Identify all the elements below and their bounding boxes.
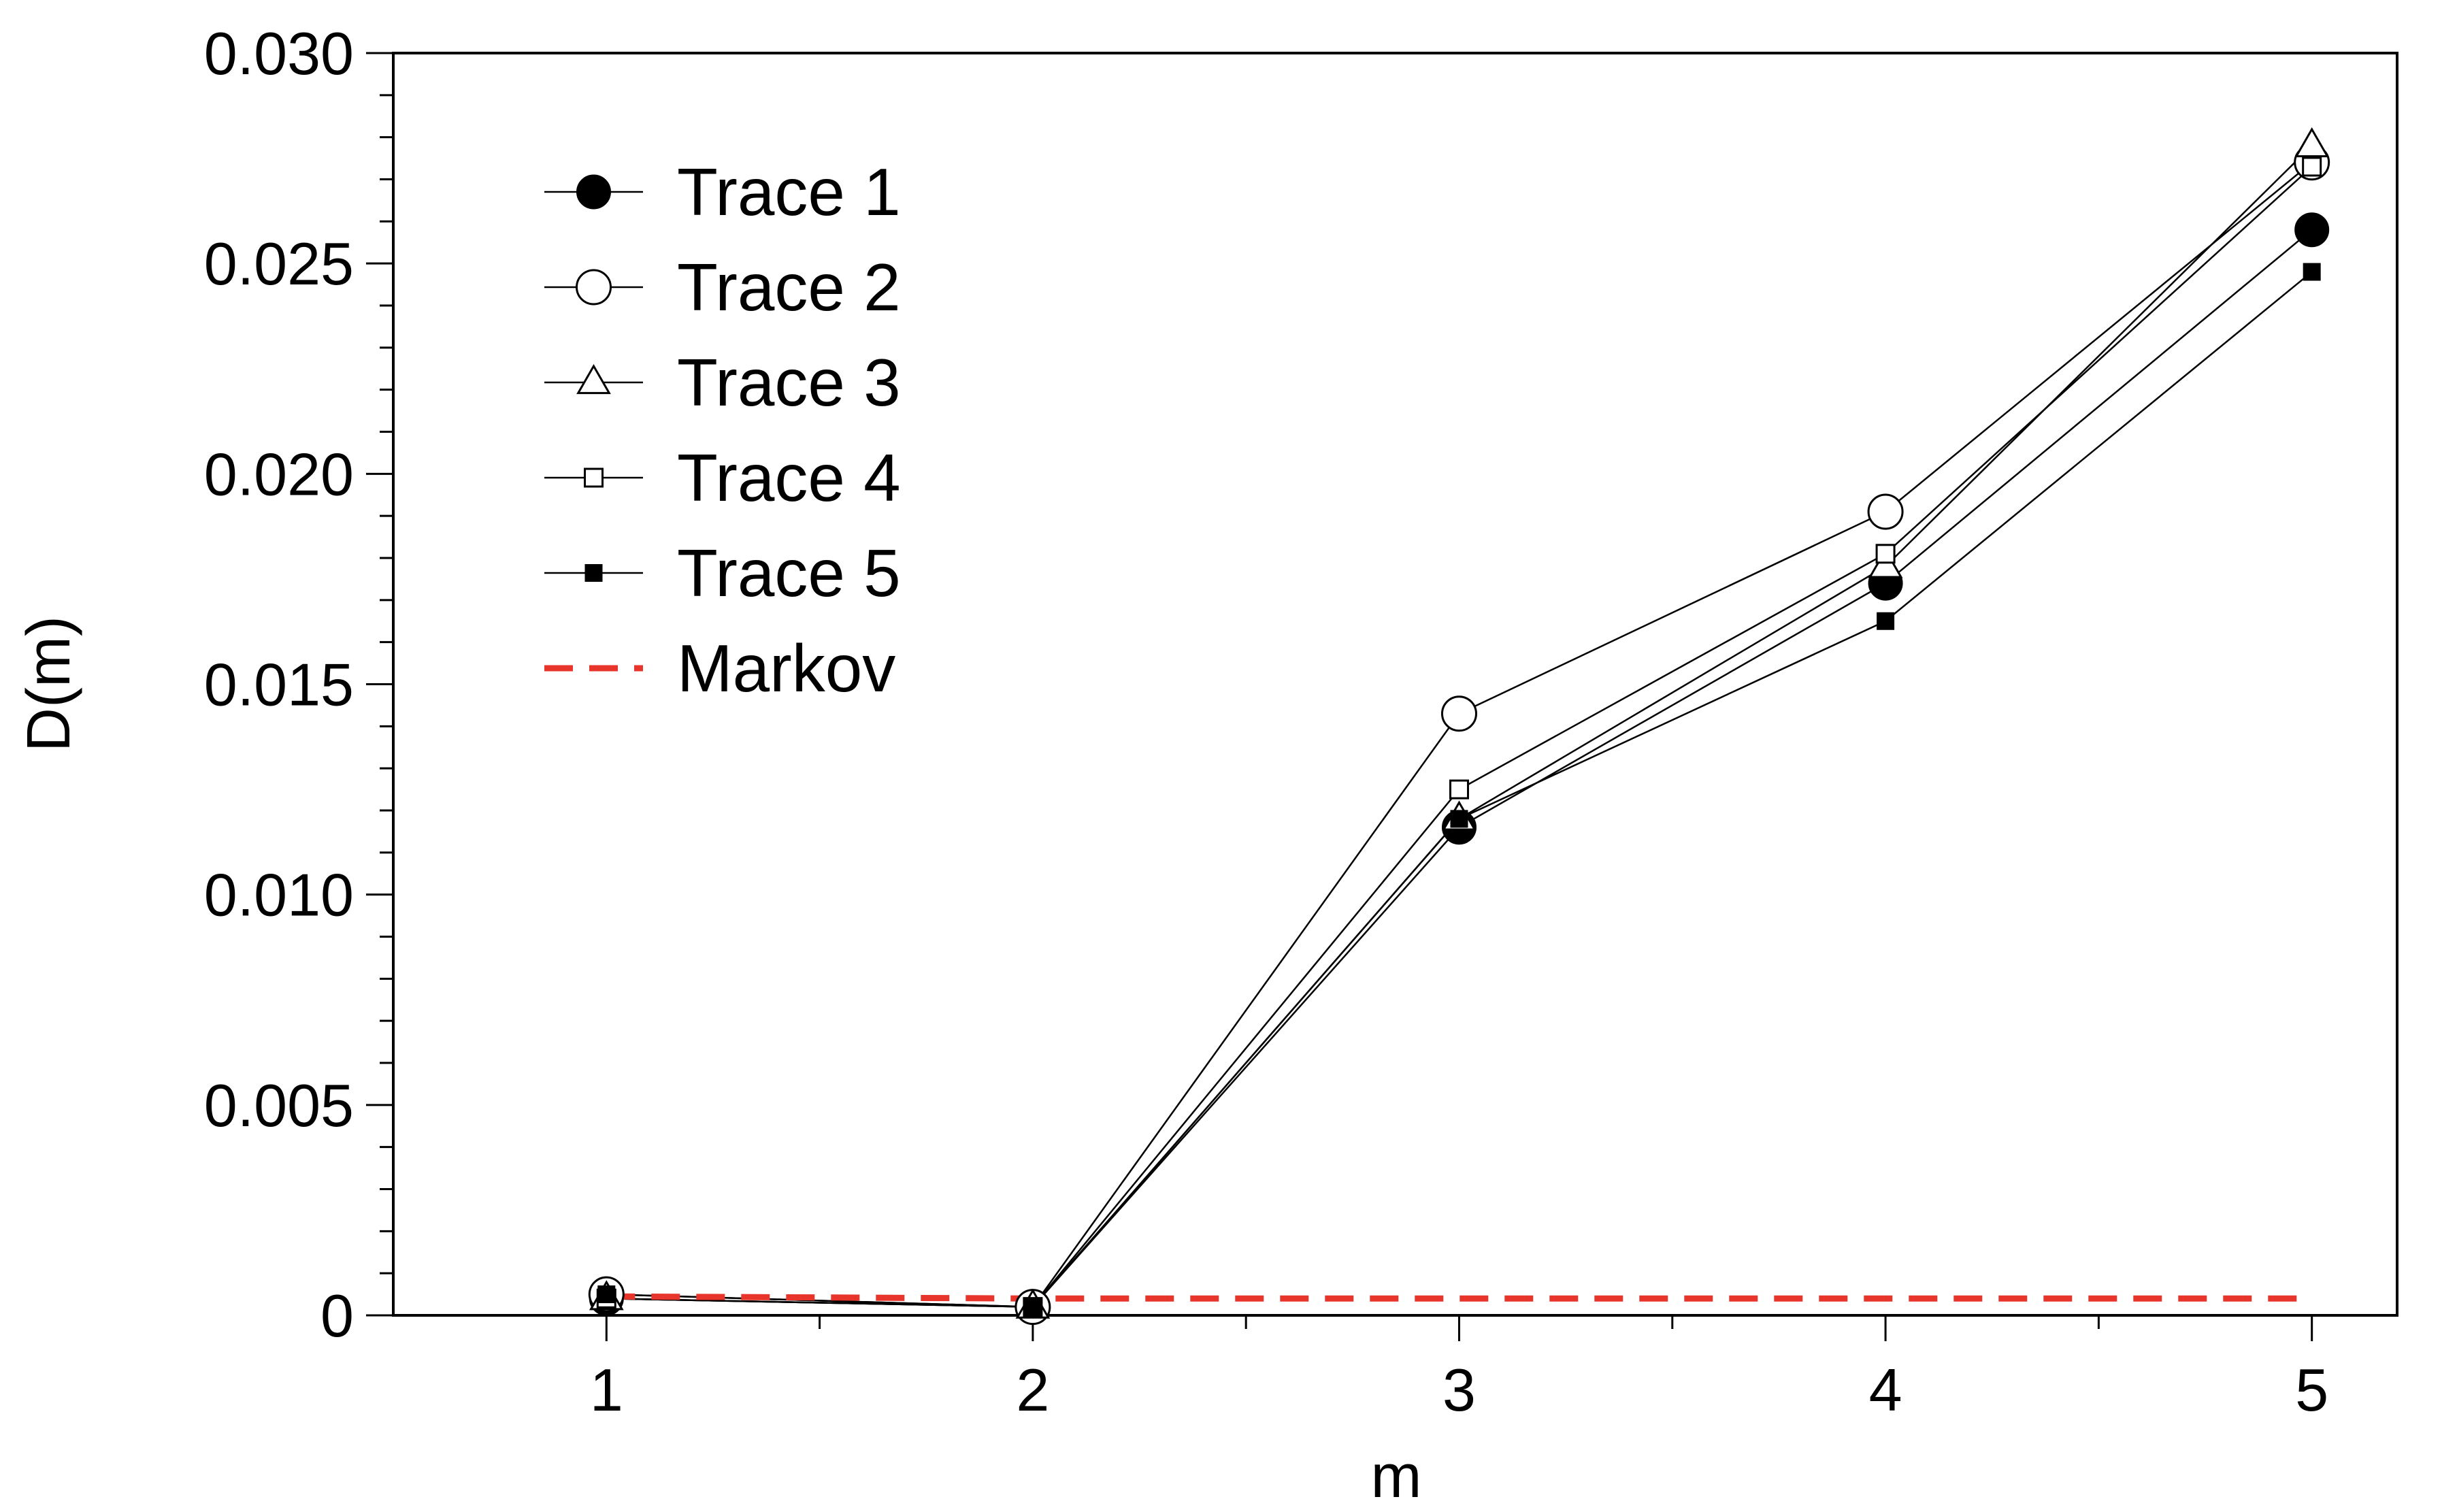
- y-tick-label: 0: [320, 1282, 354, 1349]
- x-axis: 1 2 3 4 5: [590, 1315, 2328, 1424]
- legend: Trace 1 Trace 2 Trace 3 Trace 4 Trace 5 Marko…: [544, 154, 901, 706]
- legend-marker: [584, 564, 603, 582]
- y-tick-label: 0.030: [204, 20, 354, 87]
- legend-marker: [576, 269, 612, 306]
- legend-marker: [584, 467, 604, 488]
- x-tick-label: 2: [1016, 1356, 1049, 1424]
- x-axis-title: m: [1371, 1443, 1422, 1511]
- data-point: [1450, 810, 1468, 828]
- series-line-2: [606, 161, 2313, 1308]
- series-line-6: [606, 1293, 2312, 1302]
- x-tick-label: 4: [1869, 1356, 1902, 1424]
- data-point: [1877, 612, 1895, 630]
- series-markers: [588, 127, 2330, 1326]
- data-point: [1449, 779, 1469, 800]
- x-tick-label: 3: [1442, 1356, 1476, 1424]
- y-tick-label: 0.010: [204, 861, 354, 929]
- data-point: [2302, 157, 2322, 177]
- legend-label: Trace 5: [677, 536, 901, 610]
- data-point: [2303, 263, 2321, 281]
- x-tick-label: 1: [590, 1356, 623, 1424]
- data-point: [1875, 544, 1896, 564]
- data-point: [2294, 212, 2330, 248]
- y-tick-label: 0.015: [204, 651, 354, 719]
- legend-label: Markov: [677, 631, 895, 706]
- data-point: [1023, 1298, 1042, 1316]
- legend-label: Trace 1: [677, 154, 901, 229]
- legend-label: Trace 4: [677, 440, 901, 515]
- legend-marker: [576, 363, 611, 395]
- series-line-4: [606, 166, 2313, 1308]
- y-tick-label: 0.025: [204, 230, 354, 297]
- legend-label: Trace 2: [677, 250, 901, 325]
- y-tick-label: 0.005: [204, 1072, 354, 1139]
- data-point: [597, 1285, 616, 1304]
- data-point: [1867, 493, 1904, 530]
- legend-label: Trace 3: [677, 345, 901, 420]
- y-axis: 0 0.005 0.010 0.015 0.020 0.025 0.030: [204, 20, 393, 1349]
- data-point: [1440, 695, 1477, 732]
- y-axis-title: D(m): [15, 616, 83, 752]
- x-tick-label: 5: [2295, 1356, 2328, 1424]
- data-point: [2294, 127, 2330, 158]
- y-tick-label: 0.020: [204, 440, 354, 508]
- legend-marker: [576, 174, 611, 210]
